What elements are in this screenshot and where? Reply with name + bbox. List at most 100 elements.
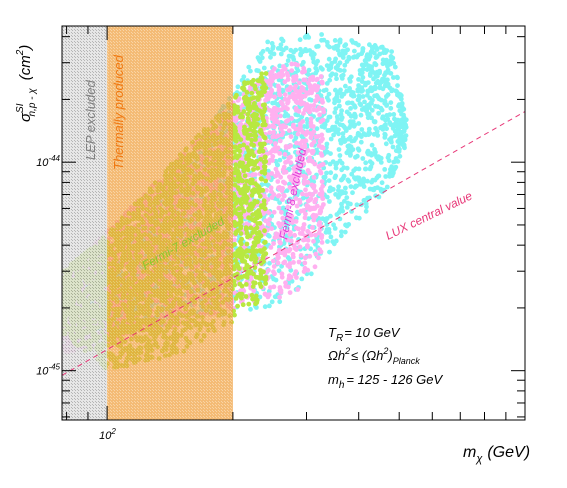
scatter-point [293, 107, 299, 113]
scatter-point [370, 87, 376, 92]
scatter-point [275, 260, 281, 266]
scatter-point [331, 45, 336, 50]
scatter-point [356, 83, 361, 88]
scatter-point [343, 42, 349, 48]
scatter-point [344, 88, 349, 94]
scatter-point [283, 280, 288, 286]
scatter-point [350, 147, 356, 152]
scatter-point [380, 114, 386, 120]
scatter-point [324, 194, 330, 200]
scatter-point [267, 217, 272, 222]
scatter-point [273, 141, 278, 146]
scatter-point [370, 97, 375, 103]
scatter-point [348, 184, 354, 190]
scatter-point [285, 100, 290, 106]
scatter-point [327, 249, 332, 255]
scatter-point [285, 204, 291, 210]
scatter-point [257, 294, 263, 300]
scatter-point [278, 240, 283, 246]
scatter-point [384, 103, 389, 108]
scatter-point [350, 190, 355, 196]
scatter-point [269, 226, 274, 232]
scatter-point [385, 70, 390, 75]
scatter-point [324, 170, 329, 176]
scatter-point [351, 93, 357, 99]
scatter-point [311, 175, 317, 180]
scatter-point [291, 78, 296, 84]
scatter-point [297, 80, 302, 86]
scatter-point [326, 67, 332, 72]
scatter-point [344, 59, 350, 64]
scatter-point [364, 67, 370, 72]
scatter-point [292, 232, 298, 238]
scatter-point [343, 83, 348, 89]
scatter-point [346, 111, 352, 117]
scatter-point [316, 106, 322, 112]
scatter-point [332, 226, 338, 231]
scatter-point [390, 144, 396, 150]
scatter-point [356, 42, 361, 48]
scatter-point [319, 179, 325, 185]
scatter-point [326, 91, 332, 97]
scatter-point [337, 68, 343, 73]
scatter-point [402, 118, 408, 124]
scatter-point [334, 160, 340, 166]
scatter-point [320, 107, 326, 112]
scatter-point [281, 124, 286, 130]
scatter-point [320, 183, 326, 189]
scatter-point [364, 103, 370, 108]
scatter-point [327, 188, 333, 194]
scatter-point [237, 123, 243, 129]
scatter-point [333, 192, 338, 197]
scatter-point [372, 61, 378, 66]
scatter-point [269, 41, 275, 46]
scatter-point [319, 240, 325, 245]
scatter-point [340, 55, 346, 60]
scatter-point [394, 117, 400, 123]
scatter-point [318, 151, 324, 157]
scatter-point [312, 264, 318, 270]
scatter-point [302, 260, 308, 266]
scatter-point [282, 252, 288, 258]
scatter-point [357, 101, 363, 107]
scatter-point [382, 132, 388, 138]
scatter-point [320, 117, 326, 123]
scatter-point [267, 260, 272, 266]
scatter-point [300, 169, 306, 175]
scatter-point [329, 60, 335, 66]
scatter-point [285, 58, 291, 63]
scatter-point [363, 107, 368, 113]
scatter-point [273, 166, 279, 172]
scatter-point [288, 274, 294, 280]
scatter-point [388, 173, 394, 178]
scatter-point [376, 173, 382, 179]
scatter-point [360, 75, 366, 80]
scatter-point [347, 125, 352, 130]
scatter-point [283, 219, 289, 225]
scatter-point [271, 264, 277, 269]
scatter-point [347, 76, 352, 82]
scatter-point [293, 219, 299, 224]
scatter-point [341, 124, 347, 130]
scatter-point [328, 151, 333, 157]
scatter-point [380, 57, 386, 63]
scatter-point [339, 115, 345, 120]
scatter-point [397, 146, 402, 152]
scatter-point [271, 209, 277, 215]
scatter-point [278, 46, 284, 52]
scatter-point [396, 126, 401, 132]
scatter-point [270, 154, 276, 159]
scatter-point [275, 172, 281, 177]
scatter-point [318, 65, 324, 71]
scatter-point [316, 255, 321, 261]
scatter-point [254, 68, 260, 73]
scatter-point [332, 110, 338, 115]
scatter-point [358, 182, 363, 187]
scatter-point [279, 274, 285, 280]
scatter-point [344, 195, 350, 201]
scatter-point [285, 113, 291, 118]
scatter-point [386, 152, 392, 158]
scatter-point [368, 164, 374, 170]
scatter-point [296, 259, 302, 265]
scatter-point [327, 199, 332, 204]
